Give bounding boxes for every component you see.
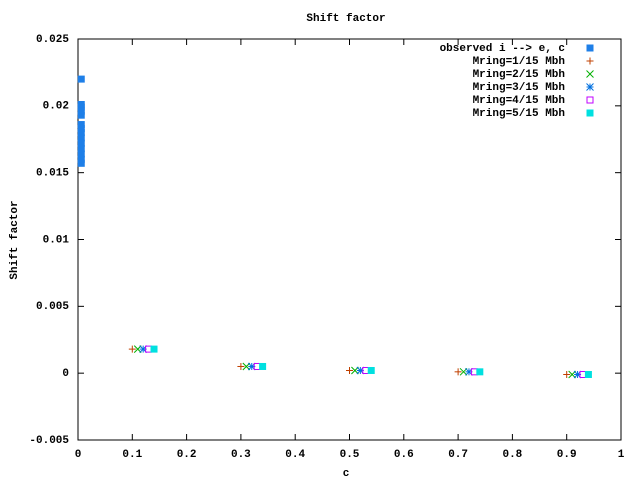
marker [586,57,594,65]
marker [77,103,85,111]
marker [563,371,571,379]
marker [77,145,85,153]
x-tick-label: 0.5 [340,449,360,461]
y-tick-label: 0.025 [36,34,69,46]
marker [77,125,85,133]
y-tick-label: 0.01 [43,234,70,246]
marker-stroke [242,362,251,371]
marker [259,362,267,370]
marker [454,368,462,376]
marker [77,159,85,167]
legend-label: Mring=3/15 Mbh [473,82,565,94]
marker-stroke [133,345,142,353]
marker-square [77,150,85,158]
legend-label: Mring=4/15 Mbh [473,95,565,107]
legend-label: observed i --> e, c [440,43,565,55]
marker [584,371,592,379]
marker [476,368,484,376]
marker [459,367,468,376]
x-tick-label: 0.7 [448,449,468,461]
legend-label: Mring=5/15 Mbh [473,108,565,120]
marker [77,134,85,142]
marker [77,129,85,137]
marker [77,111,85,119]
marker-square [77,155,85,163]
x-tick-label: 0.6 [394,449,414,461]
x-tick-label: 0.2 [177,449,197,461]
marker-square [77,145,85,153]
x-tick-label: 0.3 [231,449,251,461]
marker-square [586,109,594,117]
marker [237,362,245,370]
y-tick-label: 0 [62,368,69,380]
marker-square [77,111,85,119]
marker [77,121,85,129]
marker [77,139,85,147]
legend-label: Mring=1/15 Mbh [473,56,565,68]
marker-square [150,345,158,353]
marker-square [77,103,85,111]
marker [150,345,158,353]
x-axis-label: c [343,468,350,480]
y-tick-label: -0.005 [29,435,69,447]
marker [351,366,359,375]
marker-square [77,75,85,83]
marker [346,366,353,374]
x-tick-label: 0 [75,449,82,461]
marker-square [77,159,85,167]
marker-stroke [568,370,576,379]
x-tick-label: 0.1 [122,449,142,461]
marker-stroke [586,83,594,91]
marker [586,44,594,52]
x-tick-label: 0.9 [557,449,577,461]
marker-square [77,139,85,147]
marker-square [367,366,375,374]
marker [77,155,85,163]
marker [77,107,85,115]
x-tick-label: 0.4 [285,449,305,461]
marker-square [584,371,592,379]
marker-square [77,107,85,115]
marker [128,345,136,353]
marker [586,70,594,78]
marker [77,75,85,83]
marker-square [586,44,594,52]
y-tick-label: 0.02 [43,101,69,113]
chart-title: Shift factor [306,13,385,25]
marker-stroke [351,366,359,375]
marker [242,362,251,371]
marker-square [259,362,267,370]
marker [367,366,375,374]
x-tick-label: 1 [618,449,625,461]
marker-square [77,125,85,133]
marker-stroke [459,367,468,376]
marker-square [77,129,85,137]
marker-stroke [586,70,594,78]
y-axis-label: Shift factor [9,200,21,279]
marker-square [586,96,594,104]
marker [586,96,594,104]
marker [77,150,85,158]
marker-square [476,368,484,376]
marker-square [77,134,85,142]
y-tick-label: 0.015 [36,168,69,180]
marker [133,345,142,353]
marker [586,83,594,91]
x-tick-label: 0.8 [502,449,522,461]
marker [568,370,576,379]
y-tick-label: 0.005 [36,301,69,313]
marker [586,109,594,117]
marker-square [77,121,85,129]
legend-label: Mring=2/15 Mbh [473,69,565,81]
